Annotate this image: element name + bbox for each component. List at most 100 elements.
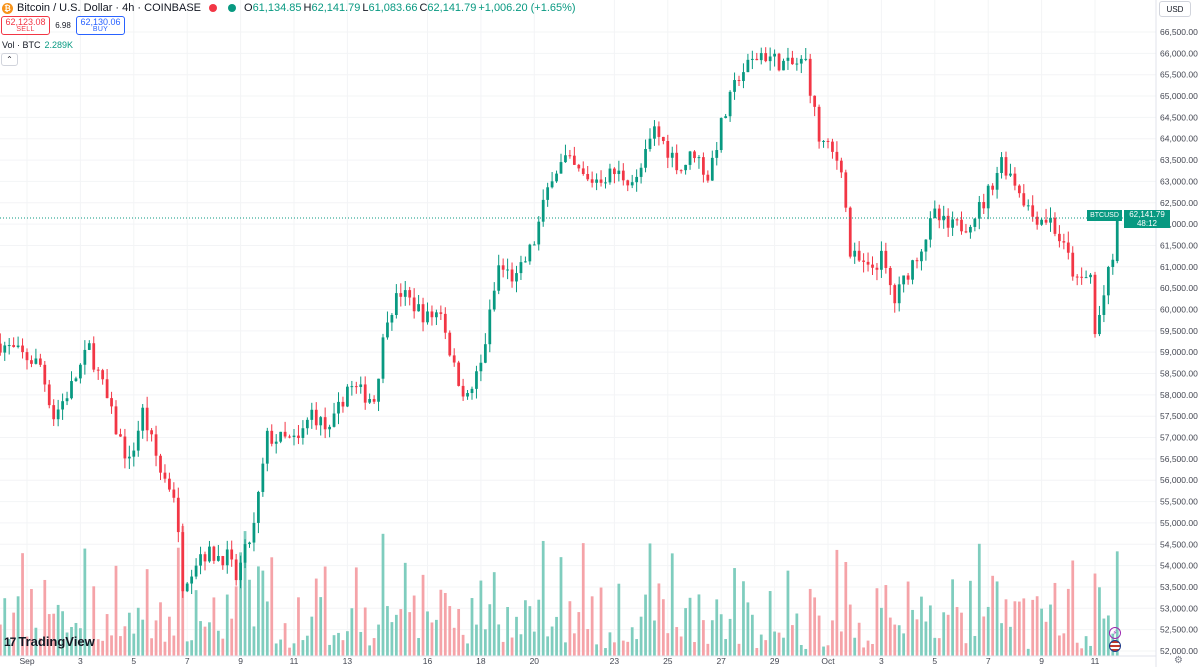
candle-body [208,546,211,562]
bar-countdown: 48:12 [1136,219,1158,228]
volume-bar [114,565,118,656]
volume-bar [924,621,928,656]
volume-bar [132,633,136,656]
volume-bar [1071,560,1075,656]
volume-bar [439,589,443,656]
price-tick-label: 56,500.00 [1160,454,1198,464]
price-tick-label: 63,000.00 [1160,176,1198,186]
candle-body [661,136,665,141]
volume-bar [337,632,340,656]
volume-bar [168,616,171,656]
candle-body [1026,205,1030,207]
symbol-title[interactable]: Bitcoin / U.S. Dollar · 4h · COINBASE [17,2,201,14]
candle-body [764,53,768,62]
volume-bar [354,567,358,656]
volume-bar [1106,615,1110,656]
price-tick-label: 60,000.00 [1160,304,1198,314]
volume-bar [653,620,656,656]
candle-body [702,157,705,175]
candle-body [141,407,145,431]
volume-bar [670,553,674,656]
candle-body [880,250,883,270]
candle-body [332,413,336,427]
volume-bar [212,597,216,656]
candle-body [897,284,901,304]
last-price-symbol-tag: BTCUSD [1087,210,1122,221]
volume-bar [608,632,612,656]
candle-body [132,450,136,457]
gear-icon[interactable]: ⚙ [1174,655,1183,666]
candle-body [608,168,612,183]
volume-bar [688,597,692,656]
candle-body [768,56,772,62]
time-axis[interactable]: Sep 3 5 7 9 11 13 16 18 20 23 25 27 29 Oct 3 5 7 9 11 [0,655,1156,666]
candle-body [288,436,291,438]
candle-body [510,269,514,282]
volume-bar [871,643,874,656]
candle-body [87,343,91,350]
candle-body [715,150,719,158]
candle-body [590,179,594,183]
volume-bar [417,637,420,656]
volume-bar [862,647,865,656]
volume-bar [399,609,403,656]
buy-button[interactable]: 62,130.06 BUY [76,16,125,35]
volume-bar [893,624,897,656]
candle-body [675,152,679,171]
candle-body [25,352,29,361]
volume-bar [341,640,345,656]
volume-bar [52,613,56,656]
volume-bar [363,607,367,656]
volume-bar [1089,645,1092,656]
candle-body [697,157,701,159]
volume-bar [822,646,825,656]
volume-bar [470,598,474,656]
volume-bar [728,618,732,656]
collapse-legend-button[interactable]: ⌃ [1,53,18,66]
volume-bar [866,640,870,656]
volume-bar [506,607,509,656]
market-closed-icon[interactable] [209,4,217,12]
data-status-icon[interactable] [228,4,236,12]
volume-bar [1044,621,1048,656]
candle-body [831,141,834,152]
volume-bar [448,606,452,656]
volume-bar [933,637,937,656]
lightning-icon[interactable]: ⚡ [1109,627,1121,639]
volume-bar [288,647,291,656]
volume-bar [1035,596,1039,656]
volume-bar [528,606,532,656]
candle-body [56,409,60,420]
volume-bar [314,578,318,656]
volume-bar [693,642,696,656]
candle-body [243,544,247,563]
tradingview-logo[interactable]: 17 TradingView [4,634,95,649]
currency-selector[interactable]: USD [1159,1,1191,17]
candle-body [541,199,545,222]
volume-bar [412,595,416,656]
candle-body [270,430,274,444]
candle-body [221,556,225,566]
us-flag-icon[interactable] [1109,640,1121,652]
candle-body [323,417,327,430]
candle-body [572,155,576,165]
candle-body [448,332,452,356]
candle-body [377,378,380,402]
volume-legend[interactable]: Vol · BTC 2.289K [2,40,73,50]
time-tick-label: 7 [185,656,190,666]
volume-bar [38,638,42,656]
time-tick-label: 5 [932,656,937,666]
price-axis[interactable]: 52,000.00 52,500.00 53,000.00 53,500.00 54,0… [1155,0,1198,667]
high-label: H [303,2,312,14]
candle-body [101,370,105,380]
time-tick-label: 27 [716,656,726,666]
candle-body [394,293,398,316]
candle-body [635,176,639,183]
volume-bar [283,623,287,656]
time-tick-label: 5 [131,656,136,666]
volume-bar [87,641,91,656]
sell-button[interactable]: 62,123.08 SELL [1,16,50,35]
volume-bars [0,526,1119,656]
candle-body [844,172,848,208]
